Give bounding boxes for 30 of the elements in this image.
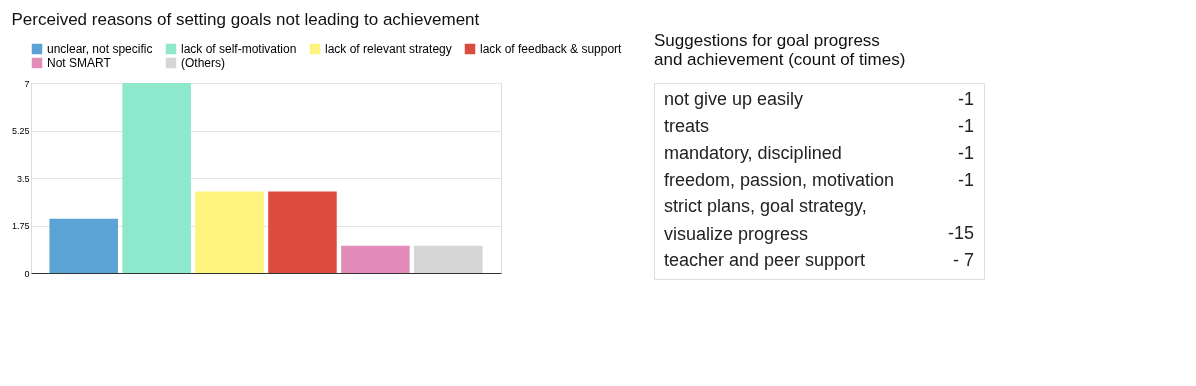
text: not give up easily [663, 89, 803, 110]
text: Suggestions for goal progress and achievement (count of times) [654, 31, 906, 69]
bar [122, 83, 191, 273]
legend-label: lack of relevant strategy [325, 42, 452, 56]
text: -1 [958, 169, 975, 190]
bar [341, 245, 410, 273]
text: - 7 [953, 250, 975, 271]
legend-label: lack of feedback & support [480, 42, 623, 56]
text: mandatory, disciplined [663, 142, 842, 163]
y-tick-label: 5.25 [11, 126, 30, 136]
y-tick-label: 3.5 [16, 173, 30, 184]
text: treats [663, 115, 709, 136]
text: -1 [958, 142, 975, 163]
legend-label: lack of self-motivation [181, 42, 297, 56]
text: freedom, passion, motivation [663, 169, 895, 190]
legend-label: unclear, not specific [47, 42, 153, 56]
text: teacher and peer support [663, 250, 866, 271]
bar [49, 218, 118, 273]
y-tick-label: 0 [24, 268, 30, 279]
bar [268, 191, 337, 273]
legend-label: Not SMART [47, 56, 112, 70]
bar [414, 245, 483, 273]
y-tick-label: 7 [24, 78, 30, 89]
chart-title: Perceived reasons of setting goals not leading to achievement [11, 10, 480, 29]
text: -1 [958, 89, 975, 110]
bar [195, 191, 264, 273]
legend-label: (Others) [181, 56, 226, 70]
y-tick-label: 1.75 [11, 221, 30, 231]
text: -1 [958, 115, 975, 136]
text: -15 [948, 223, 975, 244]
